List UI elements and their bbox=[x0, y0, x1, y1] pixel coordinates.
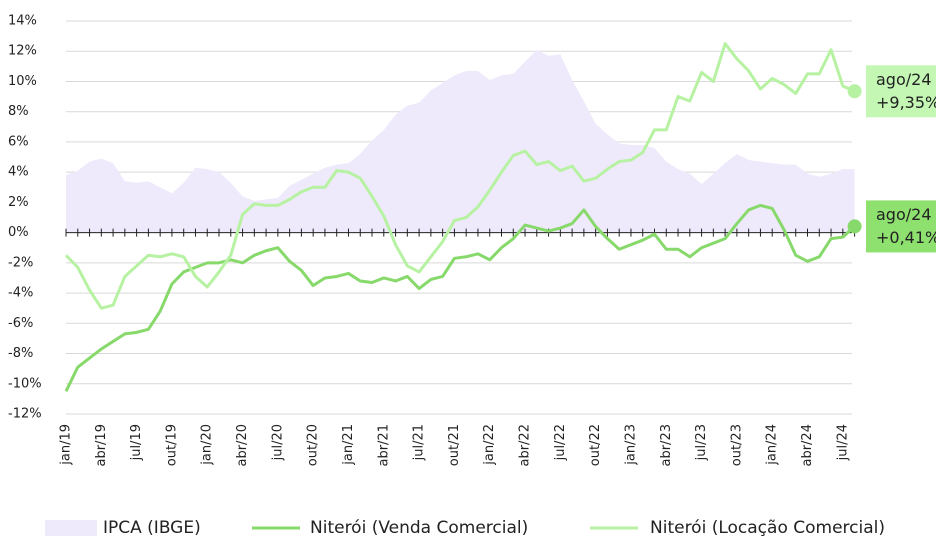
end-label-date: ago/24 bbox=[876, 205, 932, 224]
x-tick-label: jan/23 bbox=[623, 424, 638, 466]
end-label-date: ago/24 bbox=[876, 70, 932, 89]
end-marker bbox=[847, 219, 862, 234]
y-tick-label: -8% bbox=[8, 346, 33, 361]
y-tick-label: 14% bbox=[8, 14, 37, 29]
area bbox=[66, 49, 855, 233]
y-tick-label: 0% bbox=[8, 225, 29, 240]
x-tick-label: jul/24 bbox=[835, 424, 850, 461]
legend-label: IPCA (IBGE) bbox=[103, 518, 201, 536]
y-tick-label: 6% bbox=[8, 134, 29, 149]
x-tick-label: abr/23 bbox=[659, 424, 674, 467]
x-tick-label: jul/22 bbox=[553, 424, 568, 461]
x-tick-label: abr/19 bbox=[94, 424, 109, 467]
line bbox=[64, 203, 856, 392]
y-tick-label: 12% bbox=[8, 44, 37, 59]
x-tick-label: jul/20 bbox=[270, 424, 285, 461]
end-label-value: +0,41% bbox=[876, 228, 936, 247]
x-tick-label: jan/19 bbox=[59, 424, 74, 466]
legend-swatch bbox=[45, 520, 97, 536]
end-label-box bbox=[866, 65, 936, 118]
x-tick-label: abr/22 bbox=[518, 424, 533, 467]
x-tick-label: jan/22 bbox=[482, 424, 497, 466]
y-tick-label: -10% bbox=[8, 376, 42, 391]
overlay: -12% -10% -8% -6% -4% -2% 0% 2% 4% 6% 8% 10% 12% 14% j… bbox=[8, 14, 936, 536]
y-tick-label: -12% bbox=[8, 407, 42, 422]
end-marker bbox=[847, 84, 862, 99]
x-tick-label: jan/21 bbox=[341, 424, 356, 466]
end-label-value: +9,35% bbox=[876, 93, 936, 112]
y-tick-label: 10% bbox=[8, 74, 37, 89]
x-tick-label: jan/24 bbox=[765, 424, 780, 466]
y-tick-label: 2% bbox=[8, 195, 29, 210]
y-tick-label: 8% bbox=[8, 104, 29, 119]
x-tick-label: abr/20 bbox=[235, 424, 250, 467]
x-tick-label: out/20 bbox=[306, 424, 321, 466]
x-tick-label: jan/20 bbox=[200, 424, 215, 466]
x-tick-label: out/19 bbox=[164, 424, 179, 466]
line bbox=[64, 42, 856, 310]
x-tick-label: jul/21 bbox=[412, 424, 427, 461]
x-tick-label: jul/19 bbox=[129, 424, 144, 461]
y-tick-label: -6% bbox=[8, 316, 33, 331]
end-label-box bbox=[866, 200, 936, 253]
x-tick-label: abr/21 bbox=[376, 424, 391, 467]
y-tick-label: -2% bbox=[8, 255, 33, 270]
x-tick-label: out/21 bbox=[447, 424, 462, 466]
x-tick-label: jul/23 bbox=[694, 424, 709, 461]
y-tick-label: -4% bbox=[8, 286, 33, 301]
legend-label: Niterói (Locação Comercial) bbox=[650, 518, 885, 536]
x-tick-label: out/23 bbox=[729, 424, 744, 466]
legend-label: Niterói (Venda Comercial) bbox=[310, 518, 528, 536]
x-tick-label: abr/24 bbox=[800, 424, 815, 467]
plot bbox=[66, 49, 855, 233]
grid bbox=[66, 20, 852, 415]
y-tick-label: 4% bbox=[8, 165, 29, 180]
x-tick-label: out/22 bbox=[588, 424, 603, 466]
